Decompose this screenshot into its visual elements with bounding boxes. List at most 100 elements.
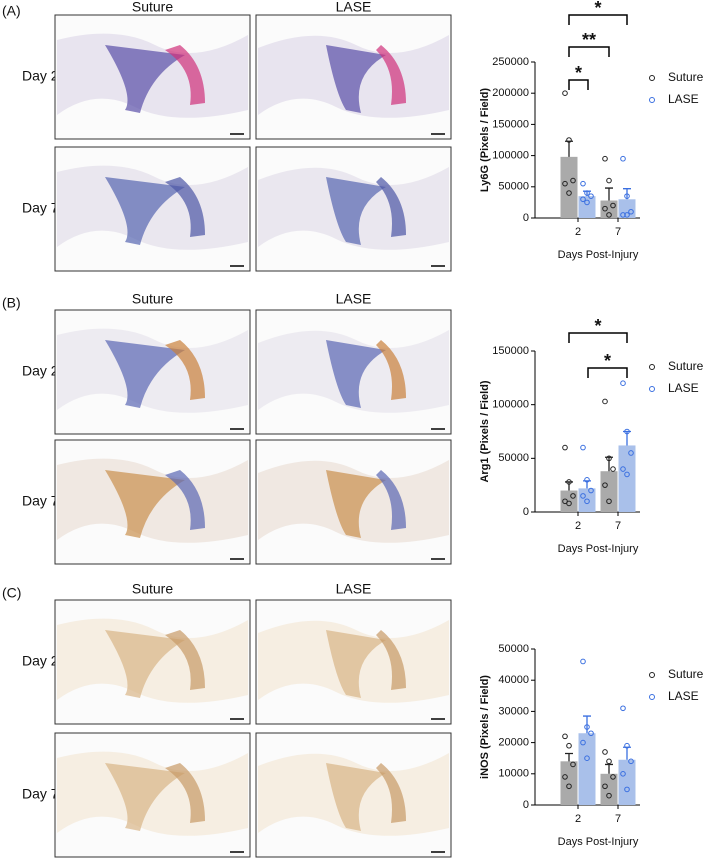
- data-point: [580, 444, 586, 451]
- data-point: [620, 212, 626, 218]
- y-tick-label: 250000: [492, 56, 529, 68]
- column-header: Suture: [132, 291, 173, 307]
- significance-label: **: [582, 30, 596, 50]
- stain: [165, 340, 205, 400]
- bar: [578, 488, 596, 512]
- legend-label: LASE: [668, 381, 699, 395]
- significance-bracket: [568, 46, 610, 57]
- stain: [326, 470, 386, 538]
- stain: [165, 470, 205, 530]
- bar: [560, 156, 578, 218]
- stain: [105, 470, 185, 538]
- row-label: Day 7: [22, 200, 59, 216]
- stain: [105, 630, 185, 698]
- y-axis-title: iNOS (Pixels / Field): [479, 675, 491, 779]
- significance-bracket: [568, 79, 589, 90]
- x-tick-label: 2: [575, 226, 581, 238]
- data-point: [606, 177, 612, 184]
- legend-label: LASE: [668, 689, 699, 703]
- x-tick-label: 7: [615, 813, 621, 825]
- significance-label: *: [594, 0, 601, 18]
- y-tick-label: 40000: [498, 674, 529, 686]
- stain: [326, 45, 386, 113]
- y-tick-label: 50000: [498, 452, 529, 464]
- row-label: Day 2: [22, 363, 59, 379]
- data-point: [562, 90, 568, 96]
- x-axis-title: Days Post-Injury: [558, 836, 639, 848]
- stain: [376, 763, 406, 823]
- data-point: [628, 450, 634, 456]
- data-point: [566, 190, 572, 196]
- bar: [618, 759, 636, 805]
- data-point: [610, 202, 616, 209]
- y-tick-label: 50000: [498, 181, 529, 193]
- data-point: [566, 137, 572, 143]
- data-point: [624, 193, 630, 199]
- y-tick-label: 10000: [498, 768, 529, 780]
- y-axis-title: Arg1 (Pixels / Field): [479, 380, 491, 482]
- data-point: [606, 212, 612, 218]
- data-point: [602, 205, 608, 212]
- data-point: [562, 444, 568, 451]
- data-point: [562, 733, 568, 740]
- data-point: [562, 180, 568, 187]
- panel-label: (A): [2, 3, 21, 19]
- data-point: [570, 493, 576, 499]
- data-point: [570, 761, 576, 768]
- error-bar: [565, 752, 573, 762]
- data-point: [628, 208, 634, 215]
- data-point: [570, 177, 576, 184]
- bar: [600, 200, 618, 218]
- bar: [578, 733, 596, 805]
- error-bar: [605, 456, 613, 472]
- stain: [376, 177, 406, 237]
- stain: [326, 630, 386, 698]
- data-point: [584, 498, 590, 505]
- row-label: Day 7: [22, 786, 59, 802]
- y-tick-label: 100000: [492, 150, 529, 162]
- bar: [600, 773, 618, 805]
- bar: [600, 471, 618, 512]
- legend-label: Suture: [668, 667, 704, 681]
- legend-label: Suture: [668, 359, 704, 373]
- y-tick-label: 20000: [498, 737, 529, 749]
- y-tick-label: 0: [523, 506, 529, 518]
- x-tick-label: 7: [615, 226, 621, 238]
- y-axis-title: Ly6G (Pixels / Field): [479, 88, 491, 192]
- data-point: [606, 498, 612, 505]
- stain: [326, 763, 386, 831]
- data-point: [602, 482, 608, 488]
- stain: [376, 45, 406, 105]
- data-point: [620, 705, 626, 712]
- y-tick-label: 150000: [492, 118, 529, 130]
- y-tick-label: 200000: [492, 87, 529, 99]
- legend-label: LASE: [668, 92, 699, 106]
- data-point: [620, 155, 626, 162]
- data-point: [566, 500, 572, 507]
- bar: [618, 445, 636, 512]
- stain: [165, 45, 205, 105]
- column-header: Suture: [132, 581, 173, 597]
- error-bar: [605, 187, 613, 201]
- data-point: [584, 199, 590, 206]
- panel-label: (B): [2, 295, 21, 311]
- data-point: [588, 487, 594, 494]
- stain: [376, 470, 406, 530]
- data-point: [624, 471, 630, 478]
- panel-label: (C): [2, 585, 21, 601]
- column-header: LASE: [336, 291, 372, 307]
- stain: [326, 177, 386, 245]
- stain: [105, 340, 185, 408]
- stain: [165, 177, 205, 237]
- legend-marker: [649, 672, 655, 678]
- data-point: [580, 493, 586, 499]
- data-point: [628, 758, 634, 765]
- data-point: [588, 193, 594, 199]
- legend-marker: [649, 75, 655, 81]
- data-point: [566, 742, 572, 749]
- column-header: LASE: [336, 581, 372, 597]
- data-point: [584, 724, 590, 730]
- y-tick-label: 30000: [498, 705, 529, 717]
- stain: [165, 630, 205, 690]
- data-point: [610, 774, 616, 780]
